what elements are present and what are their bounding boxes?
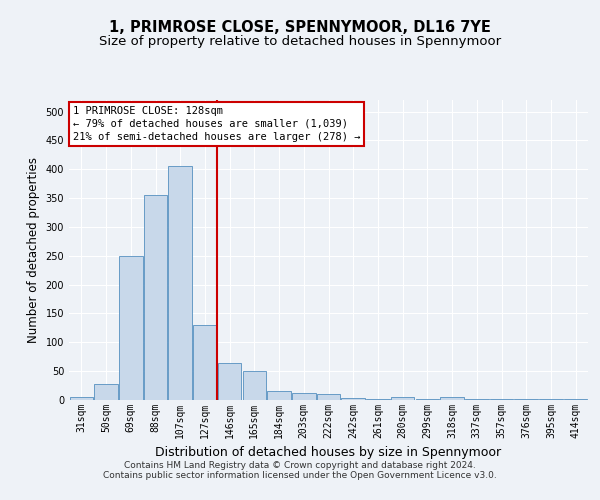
Text: Size of property relative to detached houses in Spennymoor: Size of property relative to detached ho… <box>99 34 501 48</box>
Text: 1, PRIMROSE CLOSE, SPENNYMOOR, DL16 7YE: 1, PRIMROSE CLOSE, SPENNYMOOR, DL16 7YE <box>109 20 491 35</box>
Text: Contains HM Land Registry data © Crown copyright and database right 2024.: Contains HM Land Registry data © Crown c… <box>124 462 476 470</box>
Bar <box>218 362 241 400</box>
Text: 1 PRIMROSE CLOSE: 128sqm
← 79% of detached houses are smaller (1,039)
21% of sem: 1 PRIMROSE CLOSE: 128sqm ← 79% of detach… <box>73 106 360 142</box>
Bar <box>70 397 93 400</box>
Bar <box>440 397 464 400</box>
Bar <box>465 399 488 400</box>
Bar <box>193 325 217 400</box>
Bar <box>416 399 439 400</box>
Text: Contains public sector information licensed under the Open Government Licence v3: Contains public sector information licen… <box>103 472 497 480</box>
Bar <box>268 392 291 400</box>
Bar <box>341 398 365 400</box>
Bar <box>119 256 143 400</box>
Bar <box>514 399 538 400</box>
Bar <box>391 397 415 400</box>
X-axis label: Distribution of detached houses by size in Spennymoor: Distribution of detached houses by size … <box>155 446 502 460</box>
Bar <box>564 399 587 400</box>
Bar <box>169 166 192 400</box>
Y-axis label: Number of detached properties: Number of detached properties <box>27 157 40 343</box>
Bar <box>242 371 266 400</box>
Bar <box>366 399 389 400</box>
Bar <box>94 384 118 400</box>
Bar <box>144 195 167 400</box>
Bar <box>292 393 316 400</box>
Bar <box>317 394 340 400</box>
